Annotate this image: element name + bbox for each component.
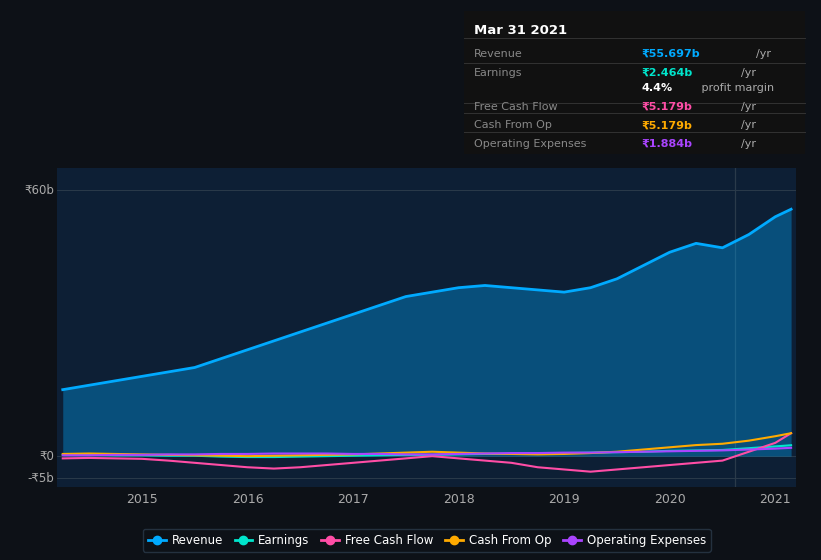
Text: ₹1.884b: ₹1.884b bbox=[641, 139, 692, 149]
Text: Earnings: Earnings bbox=[474, 68, 523, 78]
Text: Cash From Op: Cash From Op bbox=[474, 120, 552, 130]
Text: profit margin: profit margin bbox=[699, 83, 774, 94]
Text: /yr: /yr bbox=[741, 68, 756, 78]
Text: Revenue: Revenue bbox=[474, 49, 523, 59]
Text: ₹55.697b: ₹55.697b bbox=[641, 49, 699, 59]
Text: ₹5.179b: ₹5.179b bbox=[641, 102, 692, 112]
Text: ₹2.464b: ₹2.464b bbox=[641, 68, 692, 78]
Text: /yr: /yr bbox=[741, 139, 756, 149]
Text: ₹5.179b: ₹5.179b bbox=[641, 120, 692, 130]
Text: ₹0: ₹0 bbox=[39, 450, 54, 463]
Text: -₹5b: -₹5b bbox=[27, 472, 54, 485]
Text: /yr: /yr bbox=[755, 49, 771, 59]
Legend: Revenue, Earnings, Free Cash Flow, Cash From Op, Operating Expenses: Revenue, Earnings, Free Cash Flow, Cash … bbox=[143, 529, 711, 552]
Text: Operating Expenses: Operating Expenses bbox=[474, 139, 586, 149]
Text: Mar 31 2021: Mar 31 2021 bbox=[474, 24, 567, 37]
Text: /yr: /yr bbox=[741, 120, 756, 130]
Text: 4.4%: 4.4% bbox=[641, 83, 672, 94]
Text: /yr: /yr bbox=[741, 102, 756, 112]
Text: ₹60b: ₹60b bbox=[24, 184, 54, 197]
Text: Free Cash Flow: Free Cash Flow bbox=[474, 102, 557, 112]
